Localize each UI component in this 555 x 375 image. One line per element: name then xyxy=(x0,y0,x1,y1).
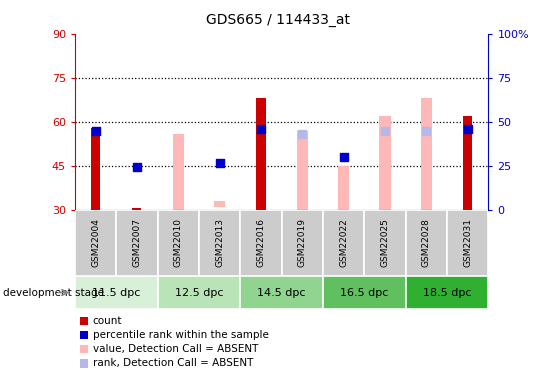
Point xyxy=(91,128,100,134)
Text: GDS665 / 114433_at: GDS665 / 114433_at xyxy=(205,13,350,27)
Bar xyxy=(214,201,225,207)
Bar xyxy=(173,134,184,210)
Bar xyxy=(323,210,364,276)
Text: 16.5 dpc: 16.5 dpc xyxy=(340,288,388,297)
Point xyxy=(422,128,431,134)
Bar xyxy=(338,166,350,210)
Bar xyxy=(463,116,472,210)
Bar xyxy=(323,276,406,309)
Text: GSM22007: GSM22007 xyxy=(133,218,142,267)
Text: 11.5 dpc: 11.5 dpc xyxy=(92,288,140,297)
Bar xyxy=(421,98,432,210)
Bar xyxy=(406,210,447,276)
Bar xyxy=(240,210,282,276)
Text: count: count xyxy=(93,316,122,326)
Text: GSM22019: GSM22019 xyxy=(298,218,307,267)
Bar xyxy=(256,98,265,210)
Text: value, Detection Call = ABSENT: value, Detection Call = ABSENT xyxy=(93,344,258,354)
Point xyxy=(133,164,142,170)
Bar xyxy=(91,128,100,210)
Point xyxy=(339,154,348,160)
Text: GSM22031: GSM22031 xyxy=(463,218,472,267)
Bar xyxy=(281,210,323,276)
Bar xyxy=(296,131,308,210)
Text: 12.5 dpc: 12.5 dpc xyxy=(175,288,223,297)
Text: GSM22016: GSM22016 xyxy=(256,218,265,267)
Bar xyxy=(158,210,199,276)
Bar xyxy=(240,276,323,309)
Bar xyxy=(133,208,142,210)
Text: GSM22010: GSM22010 xyxy=(174,218,183,267)
Bar xyxy=(75,210,117,276)
Point xyxy=(381,128,390,134)
Text: GSM22013: GSM22013 xyxy=(215,218,224,267)
Text: 14.5 dpc: 14.5 dpc xyxy=(258,288,306,297)
Point xyxy=(463,126,472,132)
Bar xyxy=(379,116,391,210)
Point xyxy=(256,126,265,132)
Text: rank, Detection Call = ABSENT: rank, Detection Call = ABSENT xyxy=(93,358,253,368)
Point xyxy=(215,160,224,166)
Text: GSM22022: GSM22022 xyxy=(339,218,348,267)
Text: GSM22004: GSM22004 xyxy=(91,218,100,267)
Point xyxy=(298,130,307,136)
Bar xyxy=(117,210,158,276)
Bar xyxy=(447,210,488,276)
Bar xyxy=(406,276,488,309)
Text: 18.5 dpc: 18.5 dpc xyxy=(423,288,471,297)
Text: development stage: development stage xyxy=(3,288,104,297)
Bar xyxy=(158,276,240,309)
Text: GSM22025: GSM22025 xyxy=(381,218,390,267)
Bar xyxy=(364,210,406,276)
Bar xyxy=(75,276,158,309)
Bar xyxy=(199,210,240,276)
Text: percentile rank within the sample: percentile rank within the sample xyxy=(93,330,269,340)
Text: GSM22028: GSM22028 xyxy=(422,218,431,267)
